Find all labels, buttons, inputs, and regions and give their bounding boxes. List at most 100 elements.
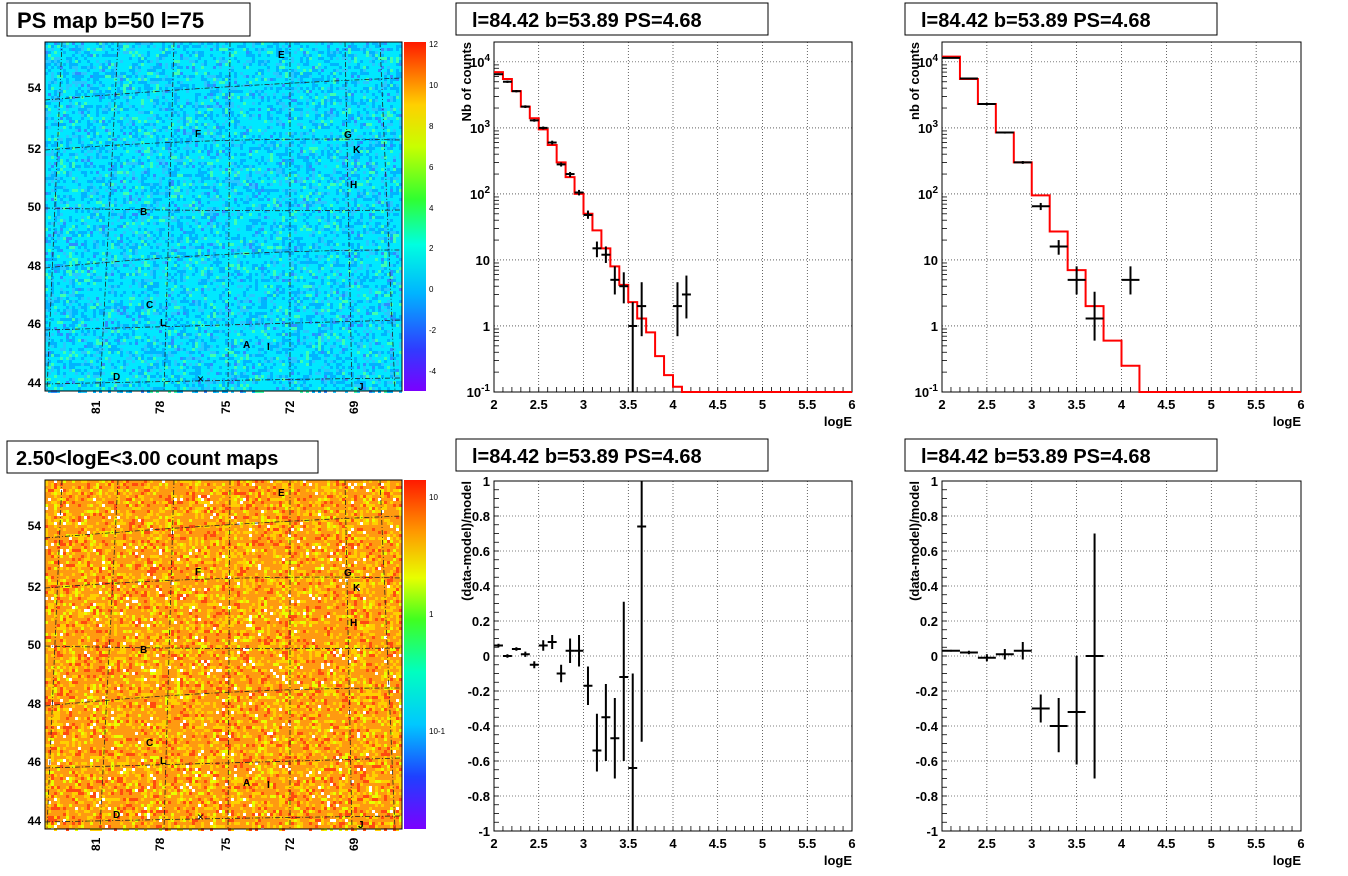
- ps-colorbar-tick: 10: [429, 81, 438, 90]
- ps-colorbar-tick: 2: [429, 244, 434, 253]
- x-tick-label: 4.5: [709, 397, 727, 412]
- ps-y-tick: 44: [28, 376, 42, 390]
- count-y-tick: 52: [28, 580, 42, 594]
- ps-y-tick: 54: [28, 81, 42, 95]
- tick-exponent: -1: [481, 383, 490, 394]
- y-tick-label: 1: [483, 474, 490, 489]
- ps-source-label: A: [243, 340, 250, 351]
- count-map-title-box: [6, 440, 319, 474]
- count-source-label: D: [113, 810, 120, 821]
- y-tick-label: -0.8: [916, 789, 938, 804]
- y-tick-label: 1: [483, 319, 490, 334]
- ps-cross-marker: ×: [197, 372, 204, 386]
- x-tick-label: 4.5: [1157, 397, 1175, 412]
- x-tick-label: 2: [938, 836, 945, 851]
- count-x-tick: 81: [89, 837, 103, 851]
- ps-source-label: C: [146, 300, 153, 311]
- y-axis-label: (data-model)/model: [907, 481, 922, 601]
- x-tick-label: 5: [1208, 397, 1215, 412]
- x-tick-label: 4: [669, 397, 677, 412]
- x-tick-label: 2.5: [978, 397, 996, 412]
- y-tick-label: -1: [478, 824, 490, 839]
- x-tick-label: 3.5: [1068, 836, 1086, 851]
- y-tick-label: 1: [931, 474, 938, 489]
- ps-source-label: G: [344, 130, 352, 141]
- count-y-tick: 44: [28, 814, 42, 828]
- tick-exponent: 3: [932, 119, 938, 130]
- x-tick-label: 3.5: [619, 397, 637, 412]
- count-x-tick: 69: [347, 837, 361, 851]
- y-tick-label: -0.6: [916, 754, 938, 769]
- x-tick-label: 5: [1208, 836, 1215, 851]
- model-histogram: [942, 55, 1301, 393]
- ps-x-tick: 78: [153, 400, 167, 414]
- ps-colorbar-tick: 8: [429, 122, 434, 131]
- ps-x-tick: 81: [89, 400, 103, 414]
- x-tick-label: 2.5: [978, 836, 996, 851]
- ps-colorbar-tick: 12: [429, 40, 438, 49]
- x-tick-label: 3: [1028, 836, 1035, 851]
- y-tick-label: -0.4: [468, 719, 491, 734]
- count-heatmap: [45, 480, 402, 831]
- spectrum-panel-right: l=84.42 b=53.89 PS=4.68 2 2.5 3 3.5 4 4.5 5 5.5…: [904, 2, 1305, 429]
- y-tick-label: 0: [483, 649, 490, 664]
- chart-title-box: [904, 438, 1218, 472]
- y-tick-label: 0.2: [920, 614, 938, 629]
- x-axis-label: logE: [1273, 414, 1301, 429]
- x-tick-label: 5.5: [1247, 836, 1265, 851]
- count-source-label: B: [140, 645, 147, 656]
- spectrum-panel-left: l=84.42 b=53.89 PS=4.68 2 2.5 3 3.5 4 4.5 5 5.5…: [455, 2, 856, 429]
- count-x-tick: 72: [283, 837, 297, 851]
- tick-exponent: 4: [484, 53, 490, 64]
- y-tick-label: 10: [924, 253, 938, 268]
- ps-source-label: D: [113, 372, 120, 383]
- count-source-label: I: [267, 780, 270, 791]
- x-tick-label: 2: [490, 836, 497, 851]
- ps-colorbar-tick: 6: [429, 163, 434, 172]
- count-graticule: [44, 479, 403, 830]
- count-source-label: G: [344, 568, 352, 579]
- x-tick-label: 4.5: [709, 836, 727, 851]
- y-tick-label: -0.8: [468, 789, 490, 804]
- x-tick-label: 6: [848, 836, 855, 851]
- count-map-frame: [44, 479, 403, 830]
- count-cross-marker: ×: [197, 810, 204, 824]
- tick-exponent: 2: [484, 185, 490, 196]
- y-tick-label: 0.8: [920, 509, 938, 524]
- y-tick-label: 10-1: [915, 383, 939, 400]
- ps-map-panel: PS map b=50 l=75 12 10 8 6 4 2 0: [6, 2, 438, 414]
- x-tick-label: 4: [1118, 397, 1126, 412]
- chart-title: l=84.42 b=53.89 PS=4.68: [921, 10, 1151, 32]
- heatmap-cells: [45, 42, 402, 393]
- chart-title-box: [455, 2, 769, 36]
- count-y-tick: 46: [28, 755, 42, 769]
- x-tick-label: 4: [669, 836, 677, 851]
- x-tick-label: 2.5: [530, 397, 548, 412]
- tick-exponent: 2: [932, 185, 938, 196]
- ps-map-title: PS map b=50 l=75: [17, 8, 204, 33]
- count-source-label: C: [146, 738, 153, 749]
- residual-panel-right: l=84.42 b=53.89 PS=4.68 2 2.5 3 3.5 4 4.5 5 5.5…: [904, 438, 1305, 868]
- y-tick-label: 0.6: [920, 544, 938, 559]
- x-tick-label: 4: [1118, 836, 1126, 851]
- x-tick-label: 3.5: [619, 836, 637, 851]
- ps-source-label: H: [350, 180, 357, 191]
- chart-title: l=84.42 b=53.89 PS=4.68: [472, 10, 702, 32]
- residual-plot-left: 2 2.5 3 3.5 4 4.5 5 5.5 6 -1 -0.8 -0.6 -0.4 -0.2 0 0.2 0…: [459, 474, 856, 868]
- count-colorbar-tick: 1: [429, 610, 434, 619]
- count-colorbar-tick: 10: [429, 493, 438, 502]
- tick-exponent: 3: [484, 119, 490, 130]
- count-x-tick: 75: [219, 837, 233, 851]
- x-tick-label: 3: [1028, 397, 1035, 412]
- count-map-panel: 2.50<logE<3.00 count maps 10 1 10-1 54: [6, 440, 446, 851]
- residual-panel-left: l=84.42 b=53.89 PS=4.68 2 2.5 3 3.5 4 4.5 5 5.5…: [455, 438, 856, 868]
- y-axis-label: Nb of counts: [459, 42, 474, 121]
- count-source-label: E: [278, 488, 285, 499]
- spectrum-plot-left: 2 2.5 3 3.5 4 4.5 5 5.5 610-1110102103104logENb …: [459, 41, 856, 429]
- count-source-label: K: [353, 583, 361, 594]
- ps-x-tick: 72: [283, 400, 297, 414]
- residual-plot-right: 2 2.5 3 3.5 4 4.5 5 5.5 6 -1 -0.8 -0.6 -0.4 -0.2 0 0.2 0…: [907, 474, 1305, 868]
- count-source-label: H: [350, 618, 357, 629]
- ps-y-tick: 46: [28, 317, 42, 331]
- x-axis-label: logE: [1273, 853, 1301, 868]
